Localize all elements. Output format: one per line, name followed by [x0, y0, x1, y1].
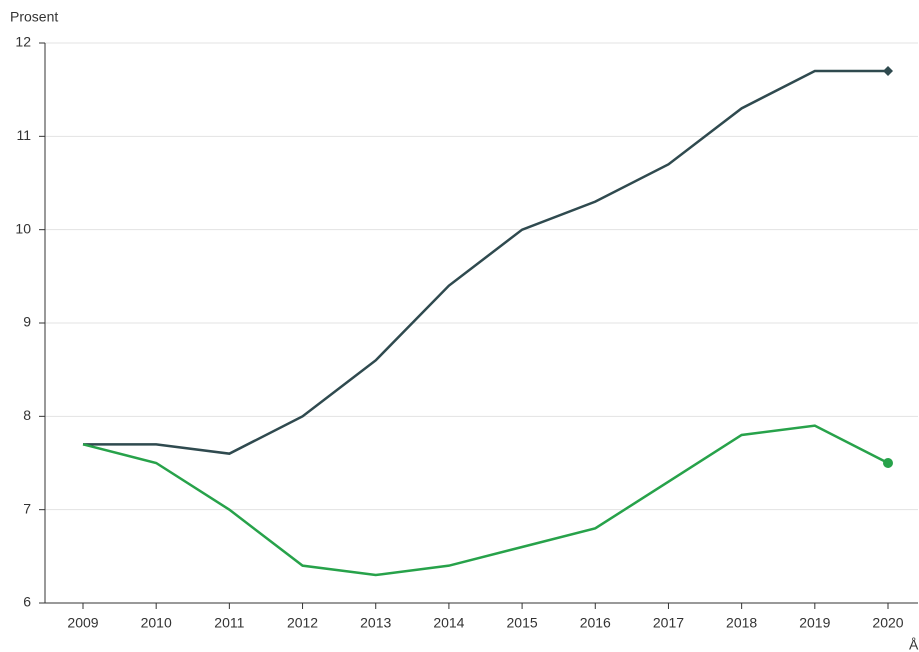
end-marker [883, 66, 893, 76]
end-marker [883, 458, 893, 468]
x-tick-label: 2017 [653, 615, 684, 631]
x-axis-label: År [909, 637, 919, 652]
y-tick-label: 12 [15, 34, 31, 50]
x-tick-label: 2014 [433, 615, 464, 631]
line [82, 424, 889, 577]
y-tick-label: 8 [23, 407, 31, 423]
x-tick-label: 2010 [141, 615, 172, 631]
x-tick-label: 2011 [214, 615, 244, 631]
y-tick-label: 6 [23, 594, 31, 610]
y-tick-label: 7 [23, 500, 31, 516]
y-tick-label: 10 [15, 220, 31, 236]
x-tick-label: 2015 [507, 615, 538, 631]
x-tick-label: 2013 [360, 615, 391, 631]
y-axis-label: Prosent [10, 9, 58, 25]
x-tick-label: 2018 [726, 615, 757, 631]
x-tick-label: 2020 [872, 615, 903, 631]
x-tick-label: 2012 [287, 615, 318, 631]
line [83, 69, 888, 455]
y-tick-label: 9 [23, 314, 31, 330]
y-tick-label: 11 [16, 127, 31, 143]
x-tick-label: 2009 [67, 615, 98, 631]
x-tick-label: 2019 [799, 615, 830, 631]
x-tick-label: 2016 [580, 615, 611, 631]
